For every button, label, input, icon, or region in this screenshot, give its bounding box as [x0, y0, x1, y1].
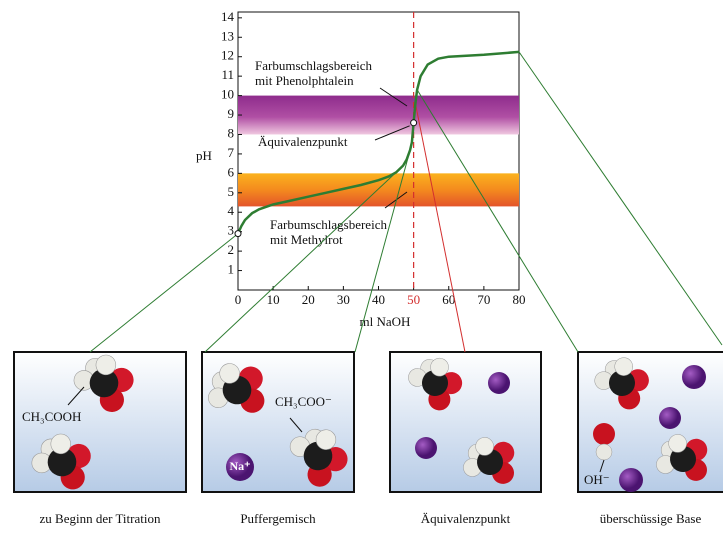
- panel-caption: überschüssige Base: [600, 511, 702, 526]
- titration-curve: [236, 50, 520, 235]
- y-tick-label: 1: [228, 262, 235, 277]
- x-tick-label: 80: [513, 292, 526, 307]
- plot-area: [237, 11, 520, 291]
- y-tick-label: 9: [228, 106, 235, 121]
- panels: zu Beginn der Titration Puffergemisch Äqui…: [13, 346, 723, 526]
- band-label: Farbumschlagsbereich: [255, 58, 372, 73]
- y-tick-label: 14: [221, 9, 235, 24]
- equivalence-label: Äquivalenzpunkt: [258, 134, 348, 149]
- connector: [518, 51, 723, 346]
- ion: [415, 437, 437, 459]
- x-tick-label: 10: [267, 292, 280, 307]
- y-tick-label: 7: [228, 145, 235, 160]
- panel-label: CH₃COO⁻: [275, 394, 332, 409]
- pointer: [289, 417, 303, 433]
- y-tick-label: 5: [228, 184, 235, 199]
- y-tick-label: 13: [221, 28, 234, 43]
- connector: [89, 233, 239, 353]
- equivalence-pointer: [374, 125, 410, 141]
- ion: [488, 372, 510, 394]
- y-tick-label: 3: [228, 223, 235, 238]
- x-tick-label: 50: [407, 292, 420, 307]
- y-tick-label: 10: [221, 87, 234, 102]
- indicator-band: [238, 95, 519, 135]
- y-tick-label: 8: [228, 125, 235, 140]
- x-tick-label: 30: [337, 292, 350, 307]
- y-tick-label: 6: [228, 164, 235, 179]
- band-label: mit Methylrot: [270, 232, 343, 247]
- panel-caption: zu Beginn der Titration: [40, 511, 161, 526]
- band-label: mit Phenolphtalein: [255, 73, 354, 88]
- pointer: [599, 459, 605, 473]
- hydroxide-o: [593, 423, 615, 445]
- x-tick-label: 70: [477, 292, 490, 307]
- ion: [226, 453, 254, 481]
- y-tick-label: 4: [228, 203, 235, 218]
- y-axis-label: pH: [196, 148, 212, 163]
- panel-caption: Puffergemisch: [240, 511, 316, 526]
- pointer: [67, 386, 85, 406]
- connector: [414, 103, 466, 353]
- panel-caption: Äquivalenzpunkt: [421, 511, 511, 526]
- indicator-band: [238, 173, 519, 207]
- connector: [416, 89, 579, 353]
- connector: [204, 172, 397, 353]
- panel-label: OH⁻: [584, 472, 610, 487]
- y-tick-label: 11: [221, 67, 234, 82]
- x-tick-label: 20: [302, 292, 315, 307]
- y-tick-label: 2: [228, 242, 235, 257]
- x-tick-label: 60: [442, 292, 455, 307]
- hydroxide-h: [595, 443, 613, 461]
- start-marker: [234, 230, 242, 238]
- x-tick-label: 40: [372, 292, 385, 307]
- panel-label: Na⁺: [230, 459, 251, 473]
- equivalence-marker: [410, 119, 418, 127]
- band-label: Farbumschlagsbereich: [270, 217, 387, 232]
- panel-label: CH₃COOH: [22, 409, 81, 424]
- band-pointer: [379, 87, 408, 107]
- ion: [619, 468, 643, 492]
- connector: [354, 149, 411, 353]
- x-tick-label: 0: [235, 292, 242, 307]
- ion: [682, 365, 706, 389]
- x-axis-label: ml NaOH: [360, 314, 411, 329]
- ion: [659, 407, 681, 429]
- y-tick-label: 12: [221, 48, 234, 63]
